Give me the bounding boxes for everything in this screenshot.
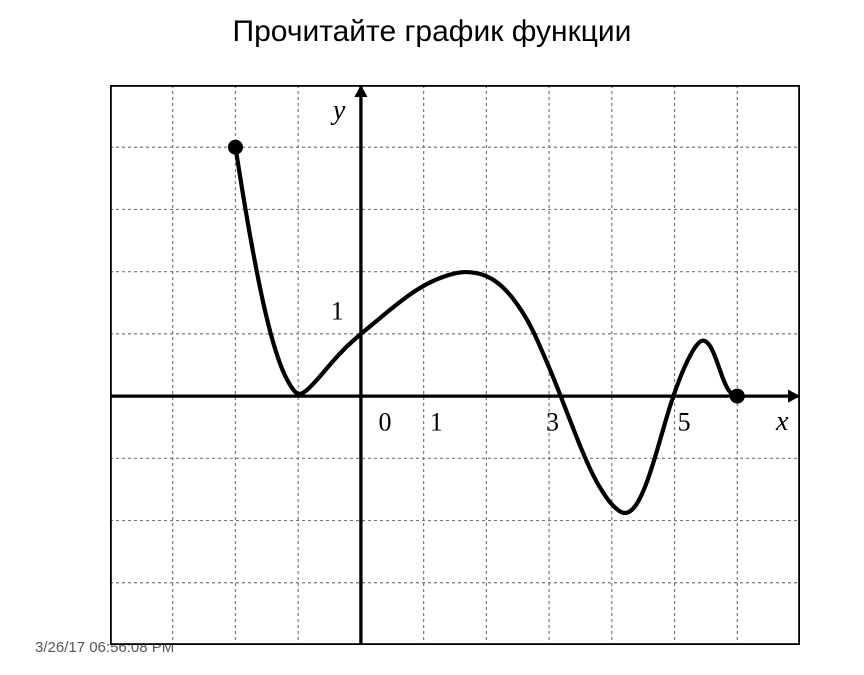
page-title: Прочитайте график функции bbox=[0, 15, 864, 49]
svg-text:y: y bbox=[330, 95, 346, 126]
svg-text:1: 1 bbox=[430, 407, 443, 436]
svg-text:1: 1 bbox=[331, 297, 344, 326]
svg-text:5: 5 bbox=[678, 407, 691, 436]
function-graph: y x 0 1 1 3 5 bbox=[110, 85, 800, 645]
svg-text:0: 0 bbox=[378, 407, 391, 436]
svg-text:3: 3 bbox=[546, 407, 559, 436]
title-text: Прочитайте график функции bbox=[233, 15, 632, 48]
svg-text:x: x bbox=[775, 406, 789, 437]
